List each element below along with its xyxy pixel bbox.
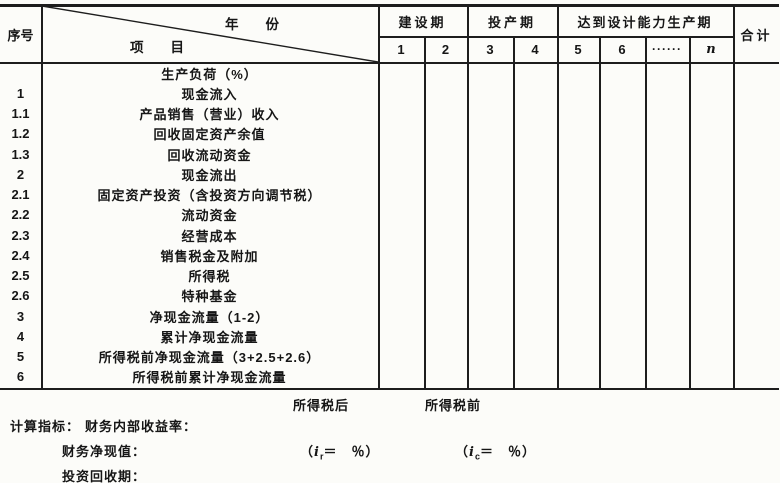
row-serial: 6: [16, 369, 25, 385]
column-year-1: 1: [397, 41, 405, 57]
table-body: 生产负荷（%） 1 现金流入 1.1 产品销售（营业）收入 1.2 回收固定资产余值 …: [0, 63, 378, 387]
row-serial: 2.4: [11, 247, 30, 263]
table-row: 2.6 特种基金: [0, 286, 378, 306]
row-item-label: 累计净现金流量: [160, 329, 259, 345]
table-row: 5 所得税前净现金流量（3+2.5+2.6）: [0, 347, 378, 367]
row-serial: 1.2: [11, 126, 30, 142]
rate-paren-open: （: [455, 444, 470, 459]
row-item-label: 所得税前净现金流量（3+2.5+2.6）: [98, 350, 321, 366]
row-item-label: 回收流动资金: [167, 147, 252, 163]
table-row: 3 净现金流量（1-2）: [0, 306, 378, 326]
row-item-label: 所得税: [188, 269, 231, 285]
table-row: 4 累计净现金流量: [0, 326, 378, 346]
row-serial: 2.1: [11, 187, 30, 203]
header-body-divider: [0, 61, 779, 64]
row-serial: 3: [16, 308, 25, 324]
table-row: 1.2 回收固定资产余值: [0, 124, 378, 144]
metrics-title: 计算指标：: [10, 419, 81, 434]
row-serial: 1: [16, 85, 25, 101]
row-serial: 2.3: [11, 227, 30, 243]
row-item-label: 回收固定资产余值: [153, 127, 266, 143]
table-row: 1 现金流入: [0, 83, 378, 103]
col-divider-serial: [41, 4, 43, 389]
header-group-divider: [378, 36, 733, 38]
row-serial: 2.5: [11, 268, 30, 284]
row-item-label: 固定资产投资（含投资方向调节税）: [97, 188, 322, 204]
table-row: 2.1 固定资产投资（含投资方向调节税）: [0, 185, 378, 205]
rate-subscript: c: [474, 451, 480, 462]
item-axis-label: 项 目: [130, 40, 184, 55]
rate-subscript: r: [319, 451, 324, 462]
payback-period-label: 投资回收期：: [62, 469, 147, 483]
total-column-header: 合计: [740, 27, 773, 43]
table-row: 2 现金流出: [0, 164, 378, 184]
before-tax-rate: （ic＝ ％）: [455, 441, 536, 462]
rate-variable: i: [469, 445, 475, 460]
row-serial: 2: [16, 166, 25, 182]
group-construction-period: 建设期: [398, 14, 447, 30]
table-row: 6 所得税前累计净现金流量: [0, 367, 378, 387]
row-item-label: 所得税前累计净现金流量: [132, 370, 287, 386]
diagonal-line: [42, 6, 378, 62]
column-year-2: 2: [441, 41, 450, 57]
year-axis-label: 年 份: [225, 17, 279, 32]
row-item-label: 生产负荷（%）: [161, 66, 258, 82]
serial-number-header: 序号: [7, 27, 34, 43]
column-year-6: 6: [618, 41, 626, 57]
column-year-3: 3: [486, 41, 494, 57]
row-item-label: 现金流出: [181, 167, 238, 183]
rate-equals-percent: ＝ ％）: [323, 444, 380, 459]
row-serial: 5: [16, 349, 25, 365]
table-row: 2.4 销售税金及附加: [0, 245, 378, 265]
col-divider-total: [733, 4, 735, 389]
rate-equals-percent: ＝ ％）: [479, 444, 536, 459]
column-year-ellipsis: ······: [652, 42, 682, 56]
row-serial: 1.3: [11, 146, 30, 162]
col-divider-year1: [378, 4, 380, 389]
col-divider-year5: [557, 4, 559, 389]
column-year-4: 4: [531, 41, 539, 57]
row-serial: 2.6: [11, 288, 30, 304]
row-item-label: 现金流入: [181, 86, 238, 102]
row-item-label: 流动资金: [181, 208, 238, 224]
table-border-top: [0, 4, 779, 7]
row-item-label: 产品销售（营业）收入: [139, 107, 280, 123]
col-divider-yearn: [689, 36, 691, 389]
column-year-5: 5: [574, 41, 582, 57]
row-item-label: 特种基金: [181, 289, 238, 305]
table-border-bottom: [0, 387, 779, 390]
table-row: 2.3 经营成本: [0, 225, 378, 245]
row-serial: 1.1: [11, 106, 30, 122]
after-tax-rate: （ir＝ ％）: [300, 441, 380, 462]
table-row: 1.3 回收流动资金: [0, 144, 378, 164]
table-row: 生产负荷（%）: [0, 63, 378, 83]
rate-variable: i: [314, 445, 320, 460]
irr-label: 财务内部收益率：: [85, 419, 198, 434]
row-item-label: 销售税金及附加: [160, 248, 259, 264]
table-row: 2.2 流动资金: [0, 205, 378, 225]
table-row: 2.5 所得税: [0, 266, 378, 286]
col-divider-year4: [513, 36, 515, 389]
row-item-label: 经营成本: [181, 228, 238, 244]
col-divider-year2: [424, 36, 426, 389]
table-row: 1.1 产品销售（营业）收入: [0, 104, 378, 124]
before-tax-column-label: 所得税前: [425, 398, 482, 413]
col-divider-ellipsis: [645, 36, 647, 389]
column-year-n: n: [706, 41, 716, 57]
row-item-label: 净现金流量（1-2）: [149, 309, 270, 325]
group-design-capacity-period: 达到设计能力生产期: [577, 14, 713, 30]
after-tax-column-label: 所得税后: [293, 398, 350, 413]
group-production-period: 投产期: [487, 14, 536, 30]
row-serial: 4: [16, 328, 25, 344]
npv-label: 财务净现值：: [62, 444, 147, 459]
diagonal-header-cell: 年 份 项 目: [42, 6, 378, 62]
col-divider-year6: [599, 36, 601, 389]
row-serial: 2.2: [11, 207, 30, 223]
rate-paren-open: （: [300, 444, 315, 459]
col-divider-year3: [467, 4, 469, 389]
